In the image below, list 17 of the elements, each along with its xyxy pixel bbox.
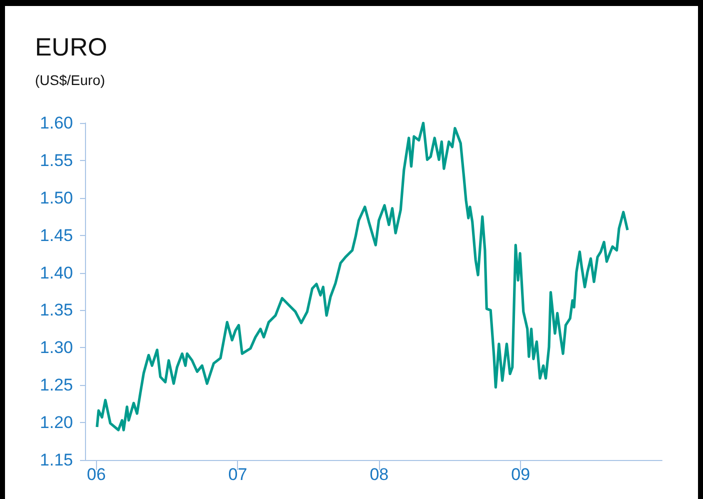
y-tick-label: 1.60 <box>40 114 73 132</box>
y-tick-label: 1.40 <box>40 263 73 282</box>
y-tick-label: 1.25 <box>40 376 73 395</box>
x-tick-label: 08 <box>370 465 389 484</box>
y-tick-label: 1.55 <box>40 150 73 170</box>
chart-title: EURO <box>35 34 108 62</box>
x-tick-label: 06 <box>86 465 106 484</box>
y-tick-label: 1.35 <box>40 300 73 320</box>
y-tick-label: 1.50 <box>40 188 73 208</box>
y-tick-label: 1.20 <box>40 413 73 432</box>
x-tick-label: 07 <box>228 465 248 484</box>
chart-subtitle: (US$/Euro) <box>35 72 106 88</box>
y-tick-label: 1.45 <box>40 226 73 245</box>
y-tick-label: 1.15 <box>40 450 73 470</box>
x-tick-label: 09 <box>511 465 530 484</box>
line-series <box>96 122 629 432</box>
y-tick-label: 1.30 <box>40 338 73 358</box>
